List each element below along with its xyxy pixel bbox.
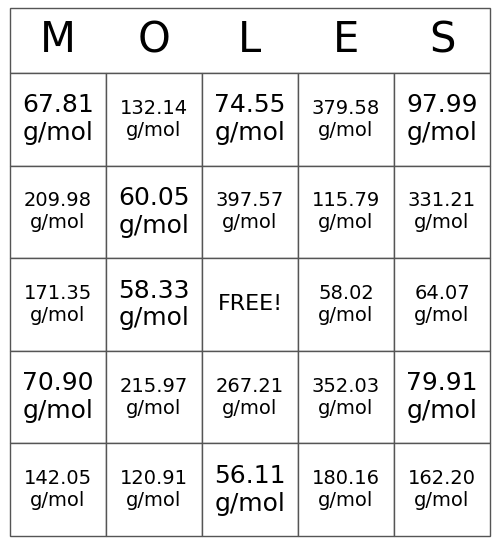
Bar [298, 351, 394, 443]
Text: 171.35
g/mol: 171.35 g/mol [24, 284, 92, 325]
Bar [202, 443, 298, 536]
Text: 397.57
g/mol: 397.57 g/mol [216, 191, 284, 232]
Text: 180.16
g/mol: 180.16 g/mol [312, 469, 380, 510]
Bar [10, 165, 106, 258]
Bar [10, 351, 106, 443]
Text: 379.58
g/mol: 379.58 g/mol [312, 99, 380, 140]
Bar [394, 258, 490, 351]
Text: 97.99
g/mol: 97.99 g/mol [406, 94, 478, 145]
Text: 64.07
g/mol: 64.07 g/mol [414, 284, 470, 325]
Text: 120.91
g/mol: 120.91 g/mol [120, 469, 188, 510]
Text: 60.05
g/mol: 60.05 g/mol [118, 186, 190, 238]
Bar [202, 165, 298, 258]
Bar [10, 8, 490, 73]
Bar [106, 73, 202, 165]
Text: 331.21
g/mol: 331.21 g/mol [408, 191, 476, 232]
Text: 74.55
g/mol: 74.55 g/mol [214, 94, 286, 145]
Bar [106, 351, 202, 443]
Bar [202, 258, 298, 351]
Bar [298, 258, 394, 351]
Bar [10, 443, 106, 536]
Text: 352.03
g/mol: 352.03 g/mol [312, 376, 380, 418]
Text: 67.81
g/mol: 67.81 g/mol [22, 94, 94, 145]
Text: O: O [138, 20, 170, 61]
Bar [298, 165, 394, 258]
Bar [394, 443, 490, 536]
Bar [106, 165, 202, 258]
Bar [394, 165, 490, 258]
Text: 142.05
g/mol: 142.05 g/mol [24, 469, 92, 510]
Text: 215.97
g/mol: 215.97 g/mol [120, 376, 188, 418]
Text: L: L [238, 20, 262, 61]
Bar [106, 443, 202, 536]
Bar [10, 258, 106, 351]
Text: 58.33
g/mol: 58.33 g/mol [118, 279, 190, 330]
Text: 267.21
g/mol: 267.21 g/mol [216, 376, 284, 418]
Bar [10, 73, 106, 165]
Bar [106, 258, 202, 351]
Text: M: M [40, 20, 76, 61]
Text: 79.91
g/mol: 79.91 g/mol [406, 371, 478, 423]
Text: 209.98
g/mol: 209.98 g/mol [24, 191, 92, 232]
Text: 70.90
g/mol: 70.90 g/mol [22, 371, 94, 423]
Text: FREE!: FREE! [218, 294, 282, 314]
Text: 56.11
g/mol: 56.11 g/mol [214, 464, 286, 516]
Text: E: E [333, 20, 359, 61]
Bar [298, 73, 394, 165]
Bar [394, 73, 490, 165]
Text: S: S [429, 20, 455, 61]
Bar [298, 443, 394, 536]
Text: 132.14
g/mol: 132.14 g/mol [120, 99, 188, 140]
Text: 58.02
g/mol: 58.02 g/mol [318, 284, 374, 325]
Text: 115.79
g/mol: 115.79 g/mol [312, 191, 380, 232]
Bar [202, 73, 298, 165]
Text: 162.20
g/mol: 162.20 g/mol [408, 469, 476, 510]
Bar [202, 351, 298, 443]
Bar [394, 351, 490, 443]
